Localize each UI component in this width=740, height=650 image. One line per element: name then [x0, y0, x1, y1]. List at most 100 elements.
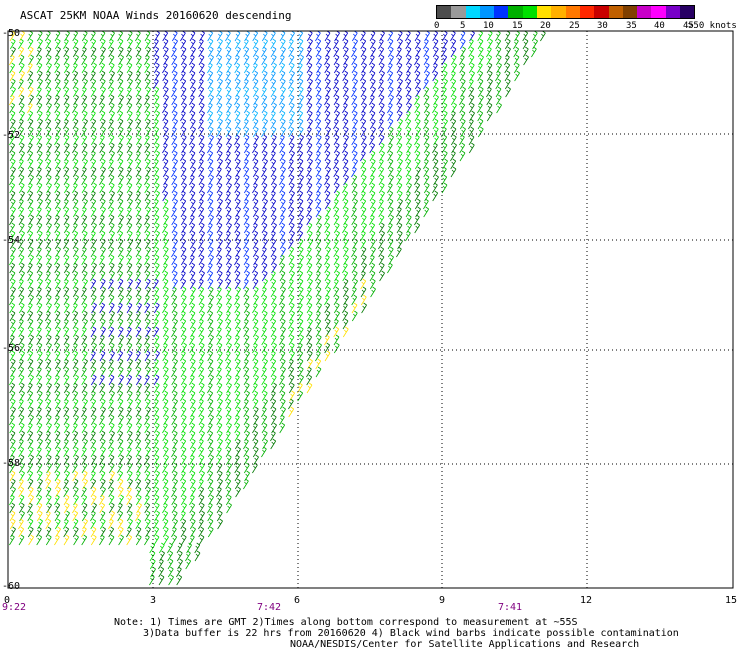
wind-barb	[45, 238, 52, 250]
wind-barb	[189, 62, 196, 74]
wind-barb	[288, 94, 295, 106]
wind-barb	[477, 86, 484, 98]
wind-barb	[180, 318, 187, 330]
wind-barb	[10, 46, 16, 58]
wind-barb	[117, 286, 124, 298]
wind-barb	[505, 46, 511, 58]
wind-barb	[145, 406, 151, 418]
wind-barb	[226, 62, 232, 74]
wind-barb	[432, 190, 439, 202]
wind-barb	[72, 126, 79, 138]
wind-barb	[360, 174, 367, 186]
wind-barb	[405, 206, 412, 218]
wind-barb	[360, 246, 367, 258]
wind-barb	[279, 94, 285, 106]
wind-barb	[342, 86, 349, 98]
wind-barb	[18, 534, 25, 546]
wind-barb	[198, 526, 205, 538]
wind-barb	[495, 78, 502, 90]
wind-barb	[297, 270, 304, 282]
wind-barb	[180, 54, 187, 66]
wind-barb	[136, 182, 142, 194]
wind-barb	[99, 494, 105, 506]
wind-barb	[217, 318, 223, 330]
wind-barb	[180, 126, 187, 138]
wind-barb	[324, 182, 331, 194]
legend-swatch	[451, 6, 466, 18]
wind-barb	[153, 326, 160, 338]
wind-barb	[194, 542, 201, 554]
wind-barb	[351, 110, 358, 122]
wind-barb	[172, 438, 178, 450]
wind-barb	[162, 70, 169, 82]
wind-barb	[99, 222, 106, 234]
wind-barb	[387, 150, 394, 162]
wind-barb	[261, 182, 268, 194]
wind-barb	[397, 118, 403, 130]
legend-swatch	[465, 6, 480, 18]
wind-barb	[406, 222, 412, 234]
wind-barb	[360, 206, 367, 218]
wind-barb	[369, 254, 375, 266]
wind-barb	[369, 238, 376, 250]
wind-barb	[234, 374, 240, 386]
wind-barb	[351, 102, 358, 114]
wind-barb	[180, 286, 187, 298]
wind-barb	[369, 198, 376, 210]
wind-barb	[270, 254, 277, 266]
wind-barb	[369, 62, 376, 74]
wind-barb	[207, 78, 214, 90]
wind-barb	[189, 230, 196, 242]
wind-barb	[243, 462, 250, 474]
wind-barb	[279, 262, 286, 274]
wind-barb	[81, 374, 88, 386]
wind-barb	[171, 510, 178, 522]
wind-barb	[289, 30, 295, 42]
wind-barb	[117, 438, 124, 450]
wind-barb	[270, 86, 277, 98]
wind-barb	[225, 190, 231, 202]
wind-barb	[207, 358, 214, 370]
wind-barb	[342, 78, 349, 90]
wind-barb	[118, 534, 124, 546]
wind-barb	[261, 246, 267, 258]
wind-barb	[153, 318, 159, 330]
wind-barb	[162, 102, 168, 114]
wind-barb	[234, 478, 241, 490]
wind-barb	[423, 198, 429, 210]
wind-barb	[262, 438, 268, 450]
wind-barb	[270, 430, 276, 442]
wind-barb	[261, 206, 267, 218]
wind-barb	[158, 542, 165, 554]
wind-barb	[64, 70, 70, 82]
wind-barb	[108, 238, 114, 250]
legend-swatch	[508, 6, 523, 18]
wind-barb	[279, 110, 286, 122]
wind-barb	[9, 214, 15, 226]
wind-barb	[216, 422, 223, 434]
wind-barb	[243, 326, 250, 338]
wind-barb	[153, 398, 159, 410]
wind-barb	[280, 166, 286, 178]
wind-barb	[297, 350, 304, 362]
wind-barb	[27, 262, 33, 274]
wind-barb	[117, 246, 124, 258]
wind-barb	[81, 446, 87, 458]
x-tick-label: 0	[4, 595, 10, 606]
wind-barb	[315, 286, 322, 298]
wind-barb	[90, 486, 97, 498]
wind-barb	[81, 366, 87, 378]
wind-barb	[45, 214, 52, 226]
wind-barb	[306, 62, 313, 74]
wind-barb	[342, 142, 348, 154]
wind-barb	[81, 494, 88, 506]
wind-barb	[10, 326, 16, 338]
wind-barb	[99, 302, 106, 314]
wind-barb	[235, 486, 241, 498]
wind-barb	[252, 318, 259, 330]
wind-barb	[54, 270, 61, 282]
wind-barb	[108, 366, 115, 378]
wind-barb	[252, 422, 258, 434]
wind-barb	[45, 318, 52, 330]
wind-barb	[387, 166, 394, 178]
